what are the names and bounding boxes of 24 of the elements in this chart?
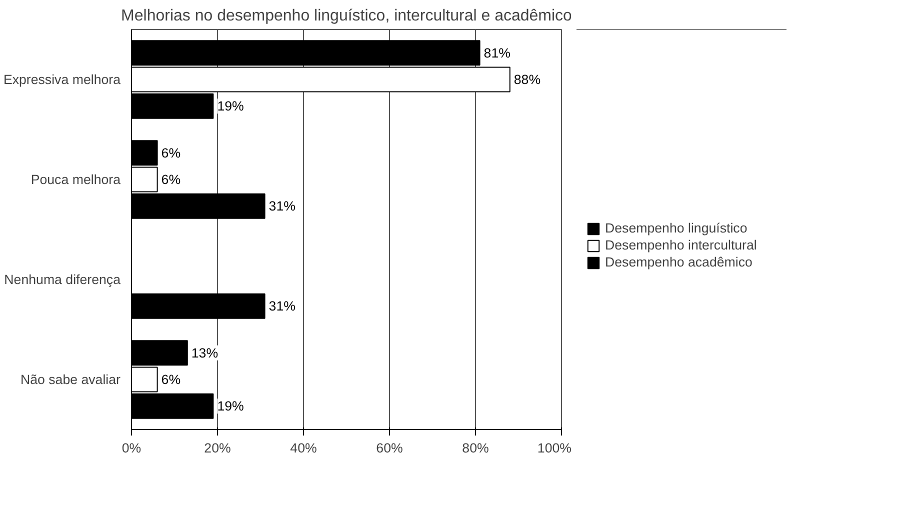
data-label: 13%: [191, 345, 218, 360]
data-label: 6%: [161, 172, 181, 187]
data-label: 81%: [484, 45, 511, 60]
data-label: 6%: [161, 372, 181, 387]
y-tick-label: Expressiva melhora: [3, 72, 122, 87]
y-tick-label: Nenhuma diferença: [4, 272, 122, 287]
x-tick-label: 40%: [290, 440, 317, 456]
data-label: 88%: [514, 72, 541, 87]
data-label: 6%: [161, 145, 181, 160]
chart-title: Melhorias no desempenho linguístico, intercultural e acadêmico: [121, 8, 572, 24]
data-label: 31%: [268, 298, 296, 314]
data-label: 19%: [217, 98, 244, 114]
y-tick-label: Não sabe avaliar: [20, 372, 122, 387]
x-tick-label: 100%: [537, 440, 572, 456]
x-tick-label: 20%: [204, 440, 231, 456]
x-tick-label: 80%: [462, 440, 489, 456]
data-label: 31%: [268, 198, 296, 214]
data-label: 19%: [217, 398, 244, 414]
y-tick-label: Pouca melhora: [30, 172, 122, 187]
legend-label: Desempenho acadêmico: [605, 254, 752, 270]
legend-label: Desempenho linguístico: [605, 220, 748, 236]
x-tick-label: 60%: [376, 440, 403, 456]
legend-label: Desempenho intercultural: [605, 238, 757, 252]
x-tick-label: 0%: [122, 440, 142, 456]
